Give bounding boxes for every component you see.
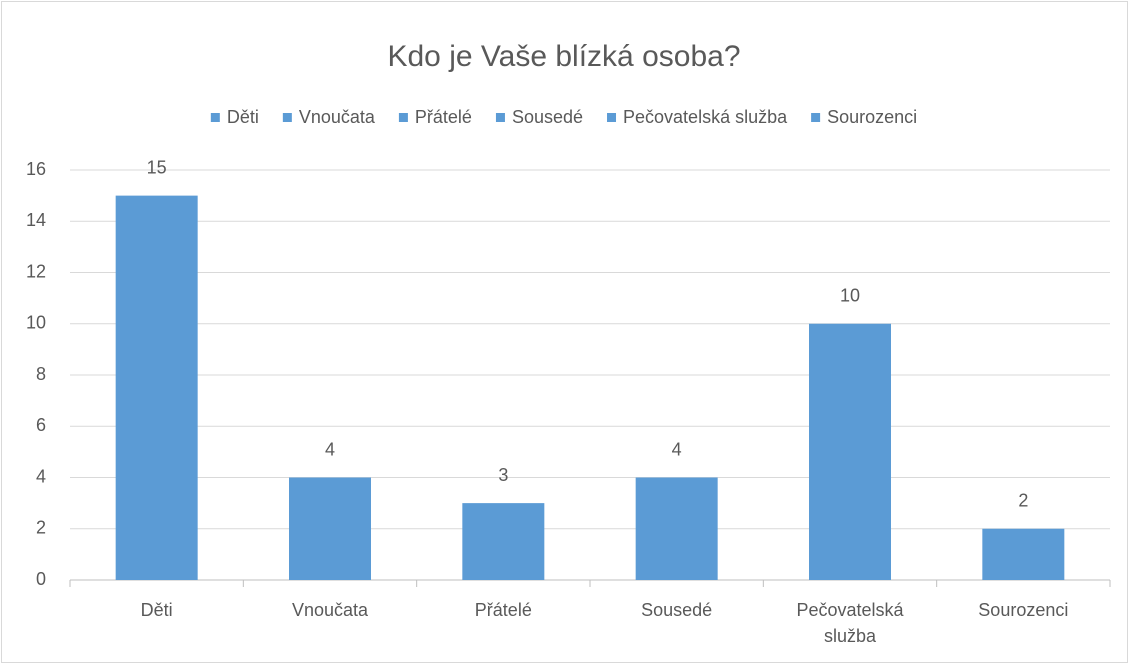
- x-tick-label: Sousedé: [641, 600, 713, 620]
- data-label: 4: [325, 439, 335, 459]
- legend-swatch: [811, 113, 821, 122]
- legend-swatch: [607, 113, 617, 122]
- data-label: 4: [672, 439, 682, 459]
- x-tick-label: Vnoučata: [291, 600, 369, 620]
- x-tick-label: Pečovatelská služba: [796, 600, 904, 646]
- y-tick-label: 2: [36, 518, 46, 538]
- data-label: 15: [147, 157, 167, 177]
- x-tick-label: Děti: [140, 600, 173, 620]
- data-label: 2: [1018, 491, 1028, 511]
- legend-swatch: [398, 113, 408, 122]
- legend-label: Děti: [227, 107, 259, 127]
- data-label: 3: [498, 465, 508, 485]
- legend-label: Pečovatelská služba: [623, 107, 788, 127]
- x-tick-label: Přátelé: [474, 600, 532, 620]
- bar: [115, 195, 198, 580]
- legend-label: Vnoučata: [299, 107, 376, 127]
- legend: Děti Vnoučata Přátelé Sousedé Pečovatelská s…: [210, 107, 917, 127]
- y-tick-label: 12: [26, 261, 46, 281]
- legend-swatch: [210, 113, 220, 122]
- x-tick-label-box: Vnoučata: [291, 600, 369, 620]
- y-tick-label: 4: [36, 466, 46, 486]
- y-tick-label: 6: [36, 415, 46, 435]
- legend-label: Sourozenci: [827, 107, 917, 127]
- bar: [635, 477, 718, 580]
- y-tick-label: 16: [26, 159, 46, 179]
- x-tick-label: Sourozenci: [978, 600, 1069, 620]
- x-tick-label-box: Děti: [140, 600, 173, 620]
- x-tick-label-box: Přátelé: [474, 600, 532, 620]
- y-tick-label: 8: [36, 364, 46, 384]
- y-tick-label: 0: [36, 569, 46, 589]
- x-tick-label-box: Sousedé: [641, 600, 713, 620]
- legend-swatch: [282, 113, 292, 122]
- bar: [982, 528, 1065, 580]
- y-tick-label: 10: [26, 313, 46, 333]
- x-tick-label-box: Sourozenci: [978, 600, 1069, 620]
- chart-title: Kdo je Vaše blízká osoba?: [387, 40, 740, 73]
- x-tick-label-box: Pečovatelská služba: [796, 600, 904, 646]
- y-tick-label: 14: [26, 210, 46, 230]
- data-label: 10: [840, 286, 860, 306]
- bar: [462, 503, 545, 580]
- legend-label: Přátelé: [415, 107, 472, 127]
- bar: [289, 477, 371, 580]
- bar: [809, 323, 891, 580]
- legend-label: Sousedé: [512, 107, 583, 127]
- legend-swatch: [495, 113, 505, 122]
